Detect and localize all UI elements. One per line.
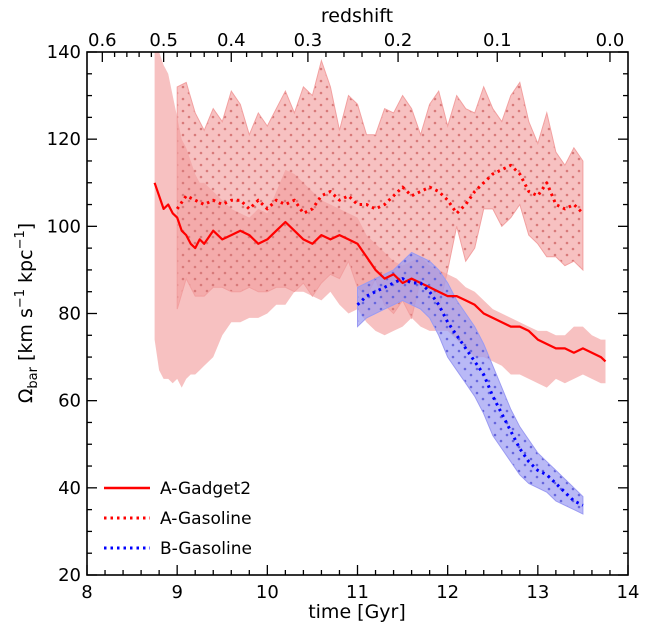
y-tick-label: 120 [47,129,81,150]
top-tick-label: 0.5 [149,30,178,51]
legend-label-b-gasoline: B-Gasoline [160,539,252,559]
x-tick-label: 12 [436,582,459,603]
y-tick-label: 60 [58,391,81,412]
top-tick-label: 0.0 [596,30,625,51]
x-tick-label: 11 [346,582,369,603]
top-tick-label: 0.6 [88,30,117,51]
series-lines [153,163,607,507]
x-tick-label: 14 [617,582,640,603]
top-tick-label: 0.4 [217,30,246,51]
confidence-bands [154,52,606,515]
band-a-gadget2 [154,52,606,388]
band-hatch-a-gasoline [176,58,584,320]
x-tick-label: 9 [171,582,182,603]
y-tick-label: 100 [47,216,81,237]
line-a-gadget2 [153,182,607,363]
y-tick-label: 140 [47,42,81,63]
x-tick-label: 8 [81,582,92,603]
y-tick-label: 80 [58,304,81,325]
line-a-gasoline [175,163,584,215]
legend: A-Gadget2 A-Gasoline B-Gasoline [104,479,252,559]
band-hatch-b-gasoline [357,251,584,515]
y-tick-label: 40 [58,478,81,499]
svg-text:Ωbar [km s−1 kpc−1]: Ωbar [km s−1 kpc−1] [13,223,41,403]
x-tick-label: 13 [526,582,549,603]
x-tick-label: 10 [256,582,279,603]
y-axis-title: Ωbar [km s−1 kpc−1] [13,223,41,403]
x-axis-title: time [Gyr] [308,601,406,623]
top-tick-label: 0.3 [294,30,323,51]
top-axis-title: redshift [321,5,393,27]
top-tick-label: 0.2 [384,30,413,51]
y-tick-label: 20 [58,565,81,586]
top-tick-label: 0.1 [483,30,512,51]
legend-label-a-gasoline: A-Gasoline [160,509,252,529]
axis-ticks: 8 9 10 11 12 13 14 20 40 60 80 100 120 140 0.6 0.5 0.4 0.… [47,30,640,603]
legend-label-a-gadget2: A-Gadget2 [160,479,251,499]
